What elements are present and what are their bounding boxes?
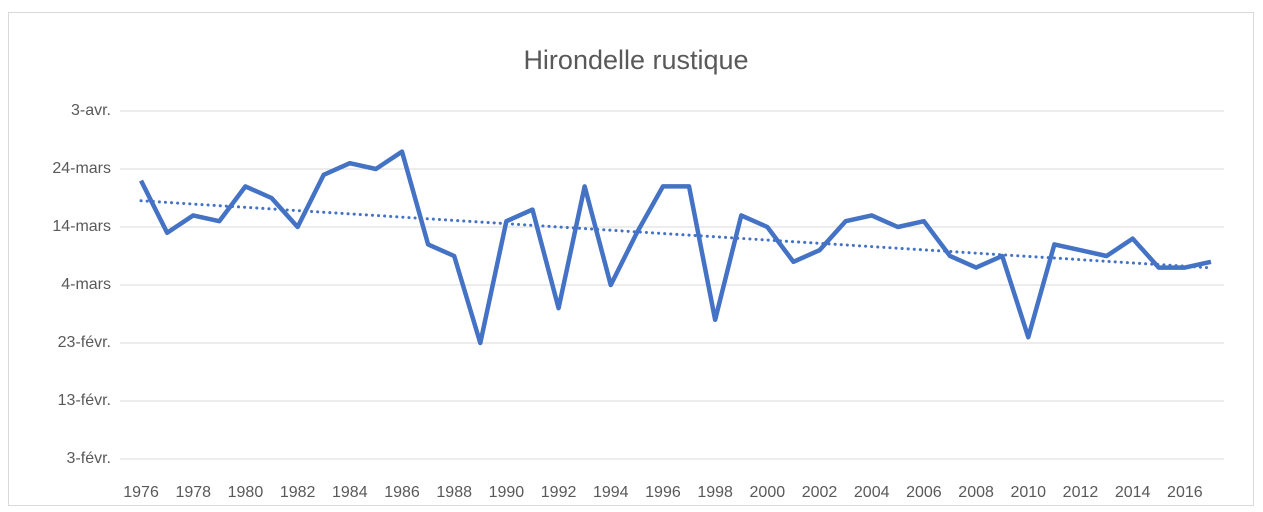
- x-tick-label: 2008: [958, 484, 994, 501]
- x-tick-label: 1976: [123, 484, 159, 501]
- trendline: [139, 199, 1213, 270]
- x-tick-label: 2000: [750, 484, 786, 501]
- y-tick-label: 3-avr.: [71, 102, 111, 119]
- x-tick-label: 1990: [489, 484, 525, 501]
- x-tick-label: 1992: [541, 484, 577, 501]
- chart-title: Hirondelle rustique: [523, 45, 748, 75]
- x-tick-label: 1978: [175, 484, 211, 501]
- x-tick-label: 2014: [1115, 484, 1151, 501]
- x-tick-label: 2006: [906, 484, 942, 501]
- x-tick-label: 2012: [1063, 484, 1099, 501]
- x-tick-label: 2010: [1010, 484, 1046, 501]
- y-tick-label: 23-févr.: [58, 334, 111, 351]
- x-tick-label: 1996: [645, 484, 681, 501]
- x-tick-label: 1982: [280, 484, 316, 501]
- x-tick-label: 1988: [436, 484, 472, 501]
- x-tick-label: 1998: [697, 484, 733, 501]
- x-tick-label: 1986: [384, 484, 420, 501]
- x-tick-label: 2016: [1167, 484, 1203, 501]
- x-tick-label: 2004: [854, 484, 890, 501]
- y-tick-label: 4-mars: [61, 276, 111, 293]
- y-tick-label: 14-mars: [52, 218, 111, 235]
- data-line: [139, 149, 1212, 346]
- chart-border: [8, 12, 1254, 506]
- x-tick-label: 1980: [228, 484, 264, 501]
- x-tick-label: 1994: [593, 484, 629, 501]
- y-tick-label: 24-mars: [52, 160, 111, 177]
- x-tick-label: 1984: [332, 484, 368, 501]
- y-tick-label: 3-févr.: [67, 450, 111, 467]
- y-tick-label: 13-févr.: [58, 392, 111, 409]
- x-tick-label: 2002: [802, 484, 838, 501]
